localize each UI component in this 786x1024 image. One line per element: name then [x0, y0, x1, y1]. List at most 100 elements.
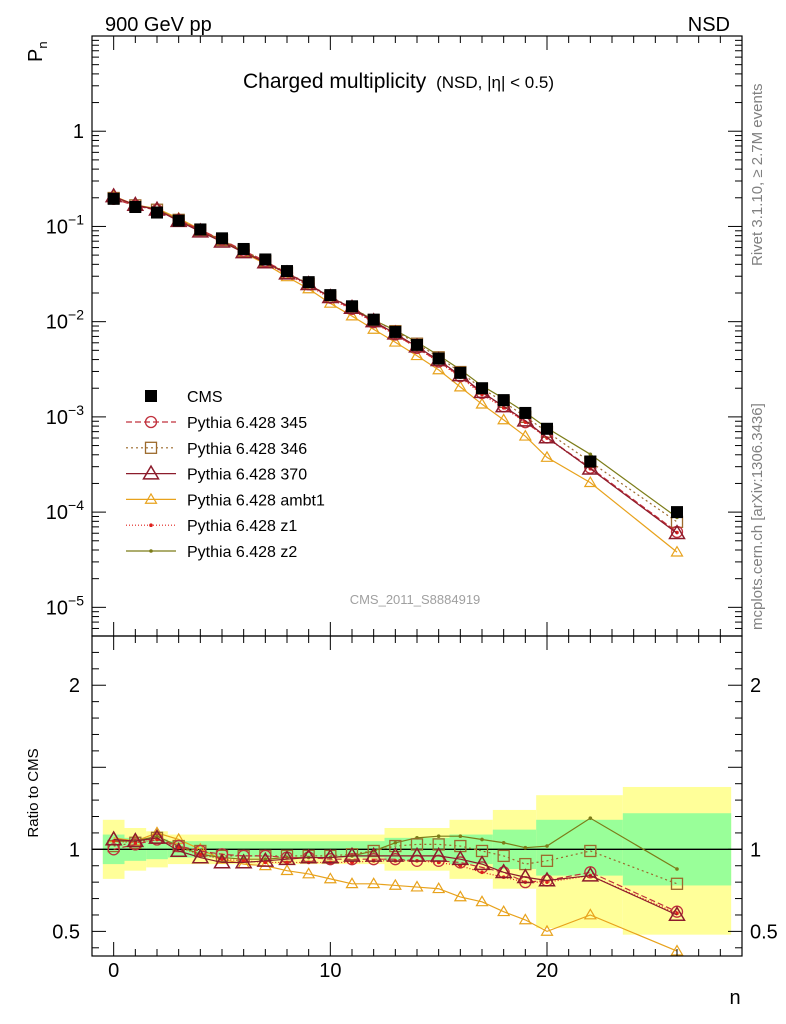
ratio-marker — [675, 867, 679, 871]
ratio-line — [113, 838, 678, 914]
ratio-band-inner — [536, 819, 623, 876]
ratio-marker — [133, 840, 138, 845]
series-marker — [410, 349, 424, 361]
ratio-marker — [386, 846, 405, 862]
y-tick-exp: −4 — [68, 497, 84, 513]
ratio-marker — [198, 852, 203, 857]
ratio-marker — [453, 890, 467, 902]
legend-marker — [142, 464, 160, 480]
ratio-marker — [583, 908, 597, 920]
series-marker — [388, 335, 402, 347]
ratio-marker — [194, 844, 207, 858]
ratio-marker — [668, 905, 686, 921]
ratio-marker — [256, 851, 275, 867]
ratio-marker — [518, 913, 532, 925]
ratio-marker — [263, 860, 268, 865]
ratio-marker — [278, 850, 296, 866]
chart-title: Charged multiplicity (NSD, |η| < 0.5) — [243, 70, 554, 93]
analysis-id: CMS_2011_S8884919 — [350, 592, 481, 607]
data-point — [454, 366, 467, 379]
y-tick-base: 10 — [46, 407, 68, 429]
data-point — [324, 289, 337, 302]
ratio-marker — [480, 837, 484, 842]
ratio-marker — [501, 840, 506, 845]
y-tick-base: 10 — [46, 597, 68, 619]
series-line — [113, 197, 678, 523]
y-tick-exp: −5 — [68, 592, 84, 608]
ratio-y-tick-label-right: 1 — [750, 839, 761, 861]
ratio-marker — [241, 859, 246, 863]
series-marker — [367, 322, 381, 334]
data-point — [541, 422, 553, 435]
y-tick-label: 10−4 — [46, 497, 84, 524]
ratio-marker — [220, 857, 224, 861]
ratio-marker — [410, 880, 424, 892]
y-tick-label: 10−3 — [46, 402, 84, 429]
ratio-marker — [169, 841, 188, 857]
x-tick-label: 0 — [108, 960, 119, 982]
ratio-marker — [126, 832, 145, 848]
ratio-y-tick-label-right: 0.5 — [750, 921, 778, 943]
ratio-marker — [540, 854, 554, 867]
chart-title-main: Charged multiplicity — [243, 70, 427, 93]
data-point — [519, 406, 532, 419]
y-axis-label-sub: n — [35, 41, 50, 48]
data-point — [107, 192, 120, 205]
data-point — [237, 242, 250, 255]
chart-subtitle: (NSD, |η| < 0.5) — [436, 73, 554, 92]
data-point — [367, 313, 380, 326]
data-point — [129, 201, 142, 214]
mcplots-label: mcplots.cern.ch [arXiv:1306.3436] — [749, 403, 766, 630]
legend-marker — [149, 523, 153, 527]
data-point — [302, 276, 315, 289]
ratio-marker — [480, 870, 484, 875]
data-point — [671, 506, 683, 519]
x-tick-label: 20 — [536, 960, 558, 982]
ratio-marker — [285, 860, 289, 865]
y-tick-base: 1 — [73, 121, 84, 143]
legend-marker — [144, 441, 158, 454]
legend: CMS Pythia 6.428 345 Pythia 6.428 346 Pythi… — [126, 389, 325, 561]
ratio-marker — [670, 877, 684, 890]
ratio-marker — [588, 816, 593, 820]
ratio-marker — [545, 880, 549, 884]
ratio-marker — [191, 848, 210, 864]
ratio-marker — [302, 867, 316, 879]
ratio-marker — [213, 853, 231, 869]
ratio-marker — [263, 857, 268, 861]
ratio-marker — [432, 882, 446, 894]
legend-label: Pythia 6.428 z1 — [187, 518, 297, 535]
y-tick-exp: −1 — [68, 211, 84, 227]
data-point — [432, 352, 445, 365]
ratio-marker — [516, 868, 535, 884]
ratio-marker — [545, 844, 549, 848]
data-point — [216, 232, 228, 245]
ratio-marker — [176, 845, 181, 850]
ratio-marker — [473, 855, 491, 871]
ratio-y-axis-label: Ratio to CMS — [25, 748, 42, 837]
ratio-y-tick-label: 1 — [69, 839, 80, 861]
ratio-y-tick-label: 2 — [69, 675, 80, 697]
ratio-marker — [107, 843, 120, 856]
ratio-marker — [451, 850, 470, 866]
ratio-marker — [408, 846, 426, 862]
ratio-marker — [410, 838, 424, 851]
main-panel: 10−510−410−310−210−11 — [46, 35, 743, 637]
ratio-marker — [388, 878, 402, 890]
ratio-marker — [497, 905, 511, 917]
y-tick-label: 1 — [73, 121, 84, 143]
ratio-marker — [458, 834, 463, 839]
series-marker — [432, 363, 446, 375]
ratio-marker — [538, 871, 556, 887]
process-label: NSD — [688, 14, 730, 36]
series-marker — [538, 428, 556, 444]
series-marker — [670, 545, 684, 557]
ratio-marker — [104, 830, 123, 846]
legend-marker — [144, 492, 158, 504]
ratio-y-tick-label-right: 2 — [750, 675, 761, 697]
ratio-marker — [497, 849, 510, 863]
data-point — [476, 382, 488, 395]
ratio-marker — [111, 839, 116, 843]
data-point — [411, 338, 423, 351]
series-marker — [668, 524, 686, 540]
